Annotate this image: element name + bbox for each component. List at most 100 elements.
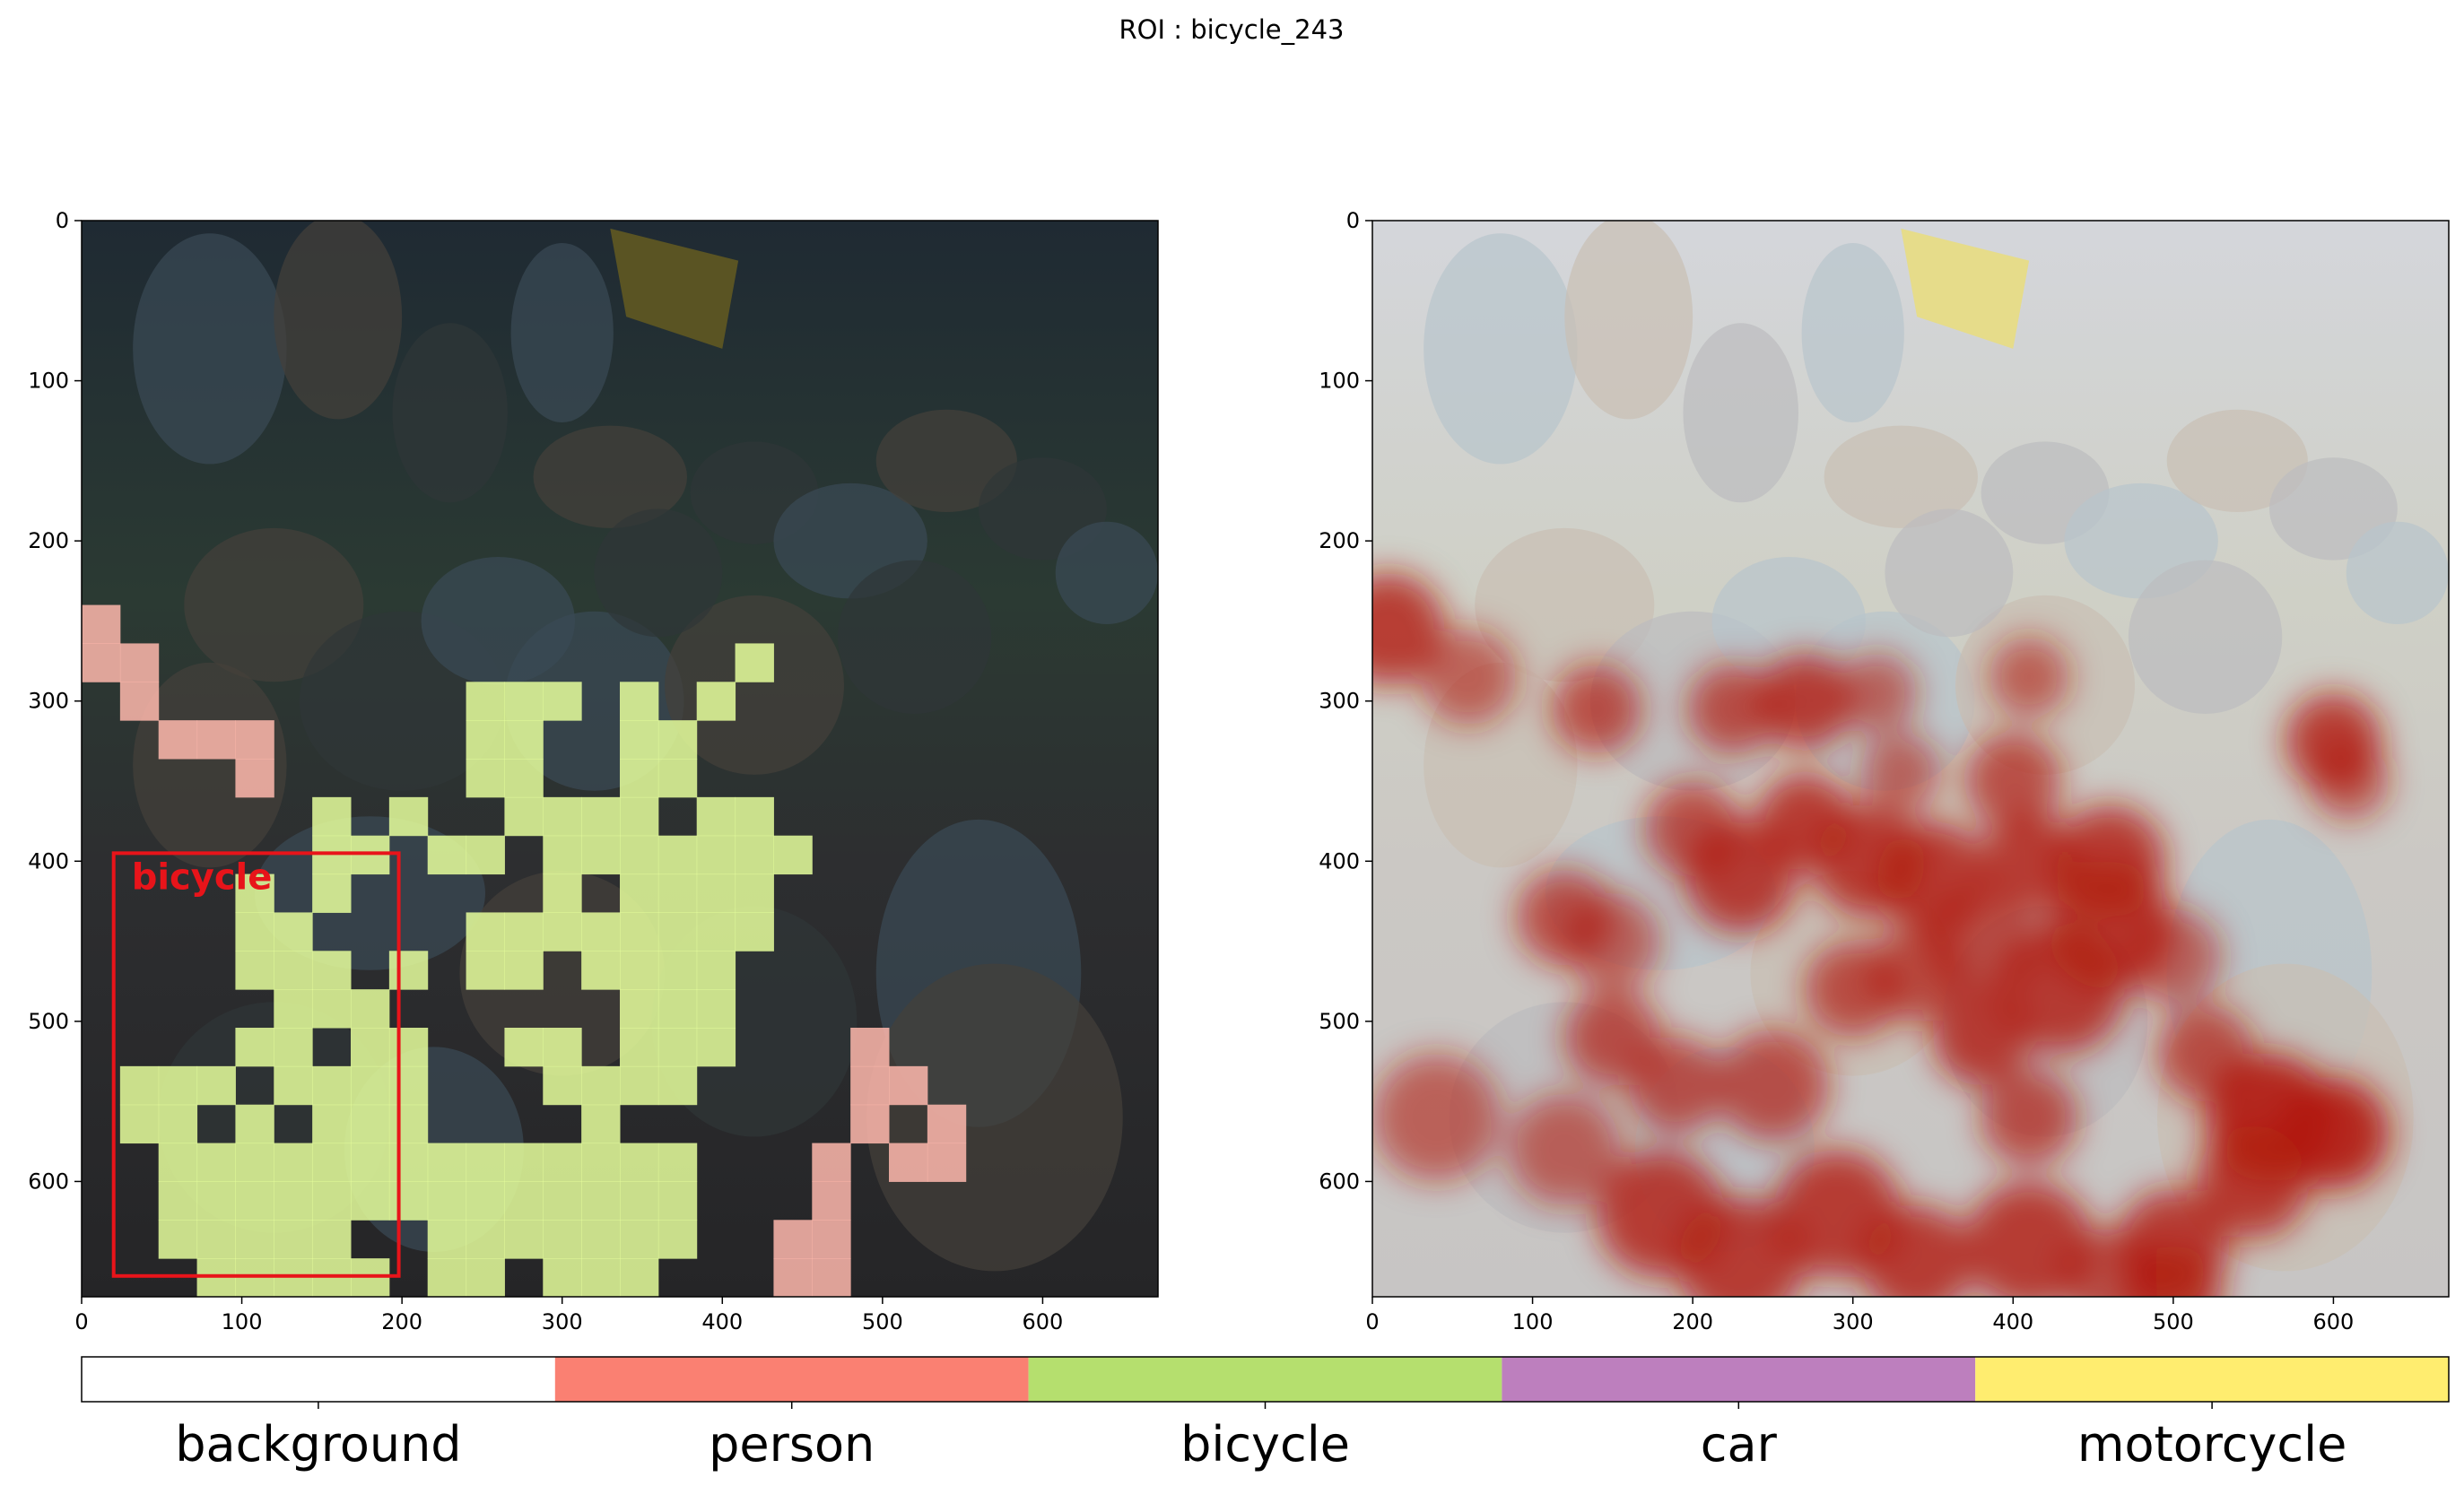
scene-figure: [1424, 233, 1578, 465]
bicycle-cell: [620, 989, 659, 1029]
bicycle-cell: [312, 796, 352, 837]
bicycle-cell: [620, 796, 659, 837]
bicycle-cell: [119, 1065, 160, 1106]
attention-hotspot: [1997, 925, 2126, 1054]
bicycle-cell: [274, 1181, 313, 1221]
bicycle-cell: [620, 759, 659, 798]
bicycle-cell: [504, 1143, 544, 1182]
bicycle-cell: [235, 912, 274, 952]
bicycle-cell: [543, 682, 582, 721]
scene-figure: [184, 527, 364, 682]
roi-label: bicycle: [132, 856, 273, 898]
bicycle-cell: [620, 1258, 659, 1297]
person-cell: [812, 1258, 851, 1297]
bicycle-cell: [657, 873, 698, 913]
bicycle-cell: [274, 951, 313, 990]
scene-figure: [1885, 508, 2014, 638]
bicycle-cell: [312, 1220, 352, 1259]
bicycle-cell: [466, 720, 505, 760]
bicycle-cell: [620, 1028, 659, 1067]
segmentation-cells: [82, 604, 967, 1297]
bicycle-cell: [274, 1065, 313, 1106]
bicycle-cell: [388, 951, 429, 990]
person-cell: [927, 1104, 967, 1144]
attention-hotspot: [1860, 1205, 1973, 1297]
person-cell: [812, 1143, 851, 1182]
legend-label-motorcycle: motorcycle: [2077, 1416, 2346, 1473]
person-cell: [196, 720, 236, 760]
bicycle-cell: [235, 1028, 274, 1067]
bicycle-cell: [620, 720, 659, 760]
bicycle-cell: [735, 873, 774, 913]
bicycle-cell: [158, 1104, 198, 1144]
bicycle-cell: [504, 1181, 544, 1221]
bicycle-cell: [274, 1028, 313, 1067]
attention-hotspot: [1628, 1037, 1725, 1134]
bicycle-cell: [657, 951, 698, 990]
bicycle-cell: [620, 682, 659, 721]
bicycle-cell: [543, 1258, 582, 1297]
person-cell: [235, 759, 274, 798]
bicycle-cell: [543, 1028, 582, 1067]
person-cell: [850, 1065, 890, 1106]
bicycle-cell: [620, 835, 659, 875]
bicycle-cell: [696, 873, 736, 913]
y-tick-label: 200: [28, 528, 69, 553]
bicycle-cell: [466, 1220, 505, 1259]
attention-hotspot: [1836, 653, 1918, 734]
y-tick-label: 100: [28, 369, 69, 394]
attention-hotspot: [1981, 813, 2077, 909]
bicycle-cell: [657, 1220, 698, 1259]
bicycle-cell: [388, 1181, 429, 1221]
bicycle-cell: [466, 1143, 505, 1182]
bicycle-cell: [466, 1258, 505, 1297]
person-cell: [889, 1143, 928, 1182]
bicycle-cell: [351, 1065, 390, 1106]
person-cell: [119, 682, 160, 721]
left-y-axis: 0 100 200 300 400 500 600: [28, 208, 82, 1194]
legend-label-car: car: [1701, 1416, 1778, 1473]
bicycle-cell: [196, 1258, 236, 1297]
x-tick-label: 300: [1833, 1309, 1874, 1334]
x-tick-label: 500: [2153, 1309, 2194, 1334]
bicycle-cell: [312, 835, 352, 875]
bicycle-cell: [158, 1220, 198, 1259]
scene-figure: [1711, 557, 1866, 685]
scene-figure: [533, 425, 687, 528]
bicycle-cell: [581, 1143, 621, 1182]
bicycle-cell: [235, 1104, 274, 1144]
bicycle-cell: [351, 1028, 390, 1067]
bicycle-cell: [388, 1104, 429, 1144]
attention-hotspot: [1964, 1181, 2094, 1297]
bicycle-cell: [196, 1143, 236, 1182]
bicycle-cell: [620, 873, 659, 913]
bicycle-cell: [504, 1028, 544, 1067]
legend-swatch-motorcycle: [1975, 1357, 2449, 1402]
class-legend: background person bicycle car motorcycle: [81, 1356, 2450, 1473]
attention-hotspot: [1552, 664, 1641, 754]
legend-label-bicycle: bicycle: [1180, 1416, 1350, 1473]
bicycle-cell: [657, 912, 698, 952]
scene-figure: [133, 662, 287, 868]
scene-figure: [392, 323, 508, 503]
bicycle-cell: [351, 1258, 390, 1297]
bicycle-cell: [543, 1143, 582, 1182]
x-tick-label: 400: [1992, 1309, 2033, 1334]
scene-figure: [421, 557, 575, 685]
bicycle-cell: [351, 835, 390, 875]
bicycle-cell: [543, 835, 582, 875]
bicycle-cell: [504, 912, 544, 952]
bicycle-cell: [773, 835, 813, 875]
bicycle-cell: [581, 796, 621, 837]
bicycle-cell: [351, 989, 390, 1029]
bicycle-cell: [274, 1143, 313, 1182]
bicycle-cell: [427, 1143, 467, 1182]
legend-swatch-bicycle: [1028, 1357, 1502, 1402]
bicycle-cell: [196, 1181, 236, 1221]
scene-figure: [594, 508, 723, 638]
attention-hotspot: [1508, 1093, 1621, 1206]
bicycle-cell: [657, 989, 698, 1029]
bicycle-cell: [620, 1220, 659, 1259]
person-cell: [773, 1258, 813, 1297]
bicycle-cell: [581, 1065, 621, 1106]
